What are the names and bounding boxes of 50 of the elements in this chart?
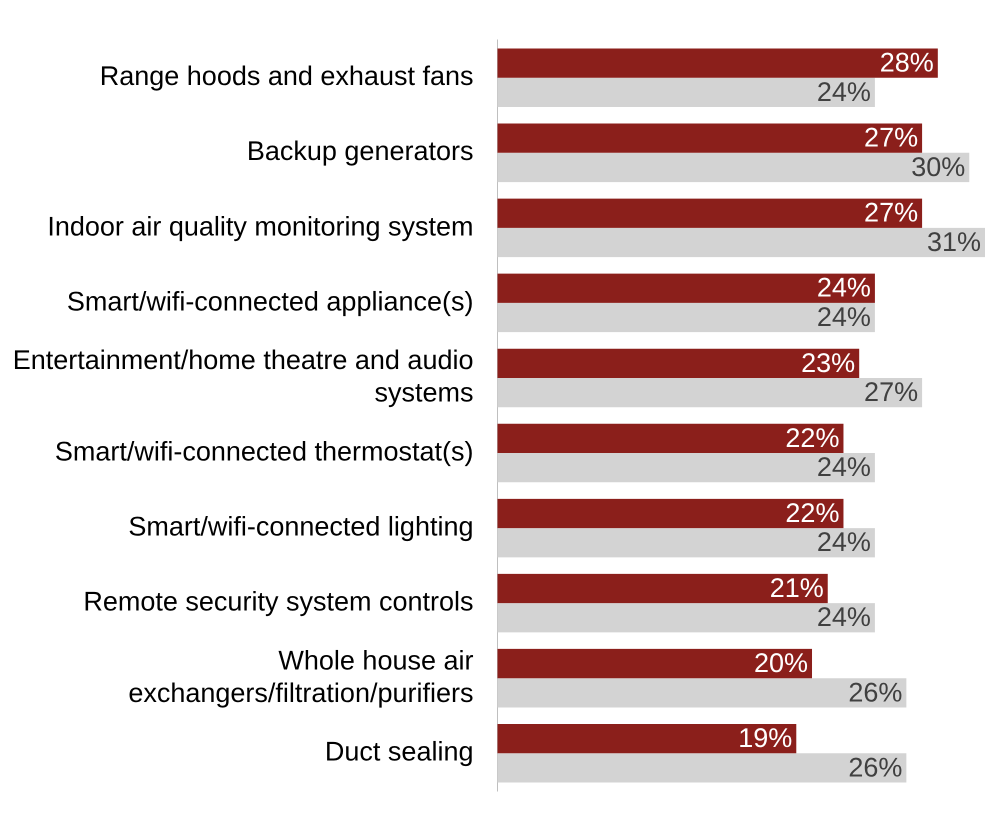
data-label: 24% [816, 272, 871, 303]
data-label: 23% [801, 348, 856, 378]
data-label: 22% [785, 422, 840, 453]
data-label: 27% [864, 122, 918, 153]
bar [498, 348, 860, 378]
y-tick-label: Entertainment/home theatre and audio systems [12, 345, 474, 408]
bar [498, 274, 875, 303]
data-label: 30% [911, 152, 966, 182]
bar [498, 378, 922, 408]
data-label: 31% [926, 226, 981, 257]
data-label: 24% [816, 452, 871, 482]
y-tick-label: Smart/wifi-connected lighting [128, 512, 474, 542]
y-tick-label: Smart/wifi-connected thermostat(s) [54, 436, 474, 466]
data-label: 24% [816, 76, 871, 107]
y-tick-label: Duct sealing [324, 736, 474, 767]
data-label: 20% [754, 648, 808, 678]
y-tick-label: Range hoods and exhaust fans [100, 61, 474, 92]
bar [498, 678, 906, 708]
data-label: 19% [738, 723, 792, 754]
y-tick-label: Smart/wifi-connected appliance(s) [66, 286, 474, 316]
data-label: 27% [864, 198, 918, 228]
bar [498, 152, 970, 182]
data-label: 26% [848, 677, 902, 708]
data-label: 26% [848, 752, 902, 782]
y-tick-label: Remote security system controls [83, 586, 474, 617]
data-label: 21% [770, 572, 824, 603]
y-tick-label: Whole house air exchangers/filtration/purifiers [128, 645, 474, 708]
data-label: 24% [816, 302, 871, 332]
bar [498, 648, 812, 678]
bar [498, 724, 796, 754]
bar [498, 453, 875, 482]
bar [498, 78, 875, 108]
bar [498, 574, 828, 604]
data-label: 28% [880, 48, 934, 78]
bar [498, 753, 906, 783]
bar [498, 124, 922, 153]
bar [498, 198, 922, 228]
bar [498, 528, 875, 558]
data-label: 24% [816, 602, 871, 632]
y-tick-label: Backup generators [246, 136, 474, 166]
bar [498, 603, 875, 632]
data-label: 24% [816, 527, 871, 558]
bar [498, 424, 844, 454]
bar [498, 302, 875, 332]
bar [498, 498, 844, 528]
data-label: 27% [864, 377, 918, 408]
bar [498, 228, 985, 258]
y-tick-label: Indoor air quality monitoring system [47, 211, 474, 242]
data-label: 22% [785, 498, 840, 528]
bar [498, 48, 938, 78]
